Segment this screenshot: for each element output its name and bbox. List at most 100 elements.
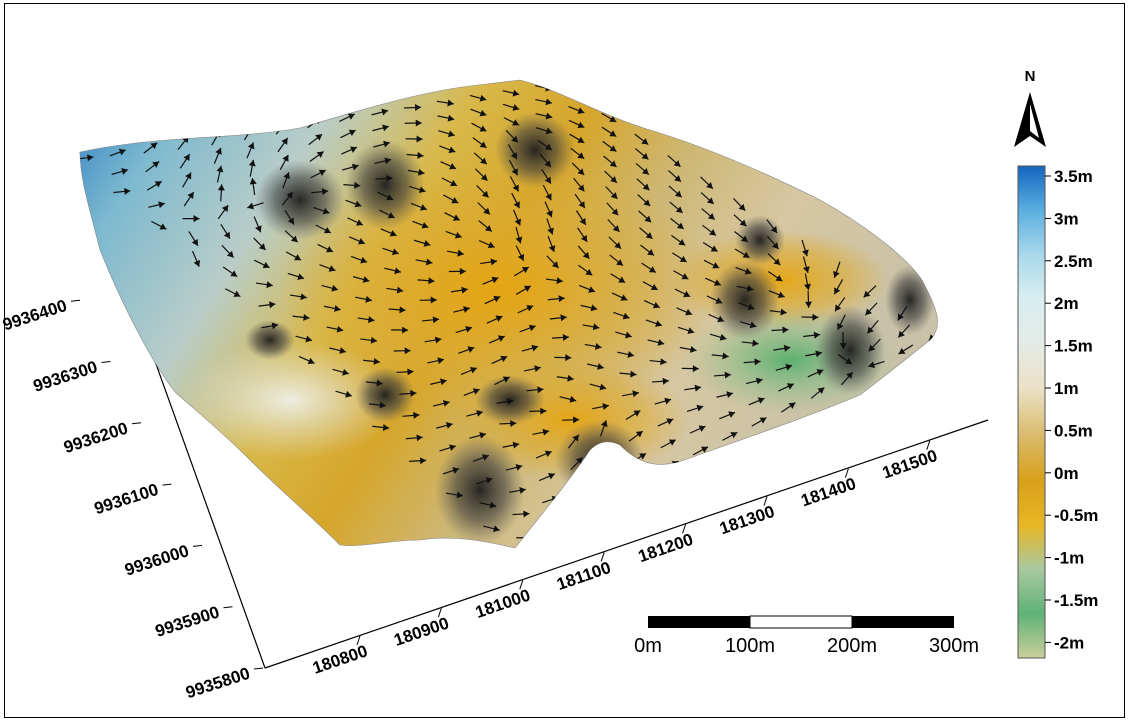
flow-arrow	[521, 344, 539, 352]
flow-arrow	[804, 290, 812, 308]
flow-arrow	[577, 227, 588, 243]
flow-arrow	[393, 347, 411, 355]
flow-arrow	[529, 407, 547, 415]
flow-arrow	[402, 411, 420, 419]
flow-arrow	[741, 339, 759, 347]
flow-arrow	[143, 142, 158, 154]
flow-arrow	[440, 161, 457, 170]
flow-arrow	[377, 191, 394, 201]
flow-arrow	[568, 119, 585, 129]
flow-arrow	[677, 326, 695, 334]
flow-arrow	[766, 235, 779, 250]
flow-arrow	[610, 273, 626, 284]
flow-arrow	[545, 277, 563, 285]
x-tick-label: 180800	[310, 641, 370, 677]
scale-label: 200m	[827, 635, 877, 657]
legend-label: 3.5m	[1054, 167, 1093, 186]
flow-arrow	[833, 279, 844, 295]
flow-arrow	[455, 325, 473, 334]
flow-arrow	[840, 371, 854, 386]
flow-arrow	[220, 223, 231, 240]
flow-arrow	[546, 218, 554, 235]
flow-arrow	[432, 400, 450, 407]
flow-arrow	[224, 288, 241, 298]
flow-arrow	[512, 209, 522, 226]
flow-arrow	[584, 342, 602, 350]
y-tick-mark	[223, 606, 233, 609]
flow-arrow	[578, 284, 596, 293]
flow-arrow	[702, 224, 717, 236]
flow-arrow	[635, 162, 650, 176]
flow-arrow	[839, 332, 847, 350]
flow-arrow	[386, 286, 404, 294]
flow-arrow	[349, 236, 366, 245]
flow-arrow	[672, 252, 688, 263]
x-tick-mark	[844, 468, 849, 478]
flow-arrow	[445, 230, 462, 239]
y-tick-mark	[70, 299, 81, 302]
x-tick-label: 181400	[799, 474, 859, 510]
flow-arrow	[628, 430, 644, 442]
x-tick-label: 181500	[880, 446, 940, 482]
flow-arrow	[450, 286, 468, 294]
flow-arrow	[897, 305, 908, 321]
flow-arrow	[409, 185, 426, 194]
flow-arrow	[604, 490, 621, 499]
flow-arrow	[736, 284, 754, 292]
flow-arrow	[292, 313, 310, 321]
legend-label: 3m	[1054, 209, 1079, 228]
flow-arrow	[679, 346, 697, 353]
flow-arrow	[567, 434, 580, 449]
flow-arrow	[535, 98, 553, 106]
flow-arrow	[309, 151, 324, 162]
y-tick-label: 9936100	[92, 480, 161, 519]
flow-arrow	[453, 306, 470, 313]
flow-arrow	[436, 99, 454, 107]
flow-arrow	[342, 163, 359, 171]
flow-arrow	[472, 137, 487, 149]
flow-arrow	[222, 266, 238, 278]
flow-arrow	[373, 140, 390, 148]
flow-arrow	[191, 250, 201, 268]
flow-arrow	[638, 210, 652, 223]
y-tick-mark	[192, 544, 203, 547]
flow-arrow	[419, 296, 437, 304]
flow-arrow	[352, 276, 370, 283]
flow-arrow	[503, 117, 520, 126]
flow-arrow	[572, 481, 588, 491]
x-tick-mark	[437, 607, 442, 618]
flow-arrow	[837, 354, 853, 365]
flow-arrow	[255, 281, 273, 289]
shadow-zone	[255, 160, 345, 240]
flow-arrow	[253, 237, 267, 251]
flow-arrow	[460, 367, 478, 375]
flow-arrow	[188, 231, 199, 247]
flow-arrow	[642, 281, 659, 291]
flow-arrow	[502, 103, 520, 111]
flow-arrow	[179, 153, 191, 169]
flow-arrow	[217, 184, 225, 202]
flow-arrow	[537, 139, 553, 151]
x-tick-mark	[682, 524, 687, 534]
flow-arrow	[781, 402, 796, 413]
flow-arrow	[601, 112, 617, 123]
flow-arrow	[477, 202, 491, 215]
flow-arrow	[405, 135, 423, 143]
flow-arrow	[803, 331, 821, 339]
flow-arrow	[323, 305, 341, 312]
flow-arrow	[146, 180, 162, 191]
flow-arrow	[801, 313, 819, 321]
flow-arrow	[442, 194, 459, 204]
flow-arrow	[535, 127, 553, 135]
flow-arrow	[388, 306, 406, 314]
flow-arrow	[622, 390, 639, 398]
flow-arrow	[589, 383, 607, 391]
shadow-zone	[885, 265, 935, 335]
flow-arrow	[335, 390, 353, 398]
shadow-zone	[345, 140, 425, 230]
flow-arrow	[515, 245, 525, 262]
flow-arrow	[284, 209, 295, 225]
flow-arrow	[734, 248, 750, 259]
flow-arrow	[568, 106, 585, 114]
flow-arrow	[499, 419, 517, 427]
